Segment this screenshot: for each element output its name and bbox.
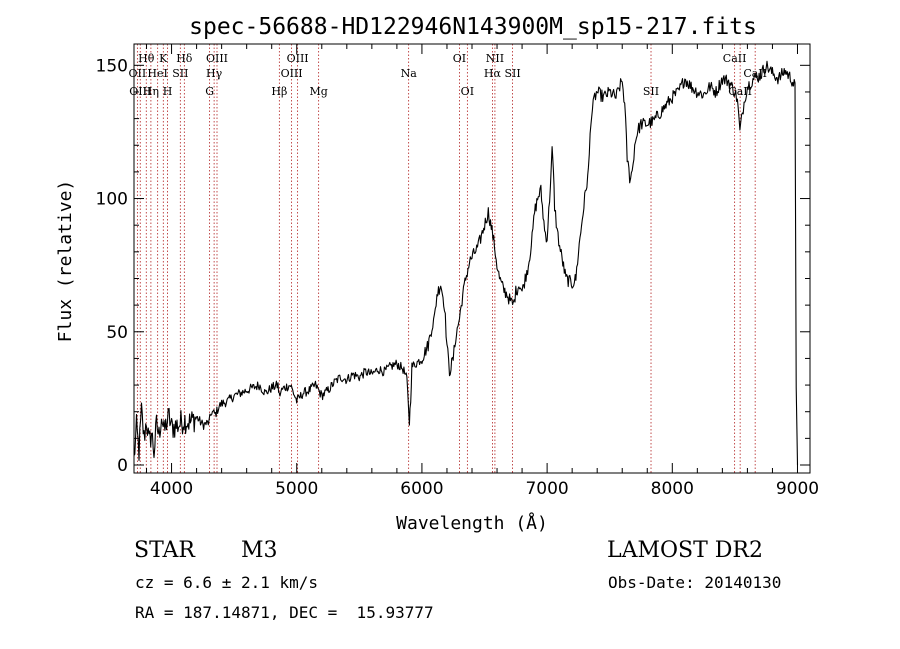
redshift-value: cz = 6.6 ± 2.1 km/s (135, 573, 319, 592)
y-axis-label: Flux (relative) (55, 180, 76, 343)
x-tick-label: 4000 (150, 479, 193, 499)
x-tick-label: 9000 (776, 479, 819, 499)
line-marker-layer (136, 44, 756, 473)
object-subclass: M3 (241, 538, 278, 563)
line-marker-label: G (205, 85, 214, 98)
spectrum-line (133, 60, 799, 466)
line-marker-label: SII (504, 67, 520, 80)
line-marker-label: SII (643, 85, 659, 98)
line-marker-label: OI (461, 85, 474, 98)
x-tick-label: 6000 (400, 479, 443, 499)
x-tick-label: 5000 (275, 479, 318, 499)
line-marker-label: Hβ (271, 85, 287, 98)
chart-title: spec-56688-HD122946N143900M_sp15-217.fit… (189, 14, 757, 40)
line-marker-label: H (163, 85, 173, 98)
line-marker-label: OIII (281, 67, 303, 80)
line-marker-label: OIII (129, 85, 151, 98)
line-marker-label: OIII (287, 52, 309, 65)
x-tick-label: 8000 (651, 479, 694, 499)
line-marker-label: Hα (484, 67, 502, 80)
x-axis-label: Wavelength (Å) (396, 512, 548, 534)
line-marker-label: HeI (147, 67, 167, 80)
line-marker-label: OIII (206, 52, 228, 65)
line-marker-label: SII (172, 67, 188, 80)
x-tick-label: 7000 (525, 479, 568, 499)
line-marker-label: Hη (143, 85, 159, 98)
obs-date: Obs-Date: 20140130 (608, 573, 782, 592)
line-marker-label: Mg (309, 85, 327, 98)
y-tick-label: 150 (96, 56, 128, 76)
line-marker-label: Hδ (176, 52, 193, 65)
line-marker-label: OI (453, 52, 466, 65)
line-marker-label: Hγ (206, 67, 223, 80)
line-marker-label: CaII (743, 67, 767, 80)
line-marker-label: OII (129, 67, 147, 80)
axis-ticks: 4000 5000 6000 7000 8000 9000 0 50 100 150 (96, 44, 819, 499)
line-marker-label: CaII (723, 52, 747, 65)
object-class: STAR (134, 538, 195, 563)
line-marker-label: Hθ (138, 52, 155, 65)
y-tick-label: 50 (106, 323, 128, 343)
line-marker-label: CaII (728, 85, 752, 98)
coordinates: RA = 187.14871, DEC = 15.93777 (135, 603, 434, 622)
survey-name: LAMOST DR2 (607, 538, 763, 563)
line-marker-label: NII (486, 52, 504, 65)
line-marker-label: Na (401, 67, 418, 80)
line-marker-label: K (159, 52, 168, 65)
y-tick-label: 100 (96, 190, 128, 210)
y-tick-label: 0 (117, 456, 128, 476)
